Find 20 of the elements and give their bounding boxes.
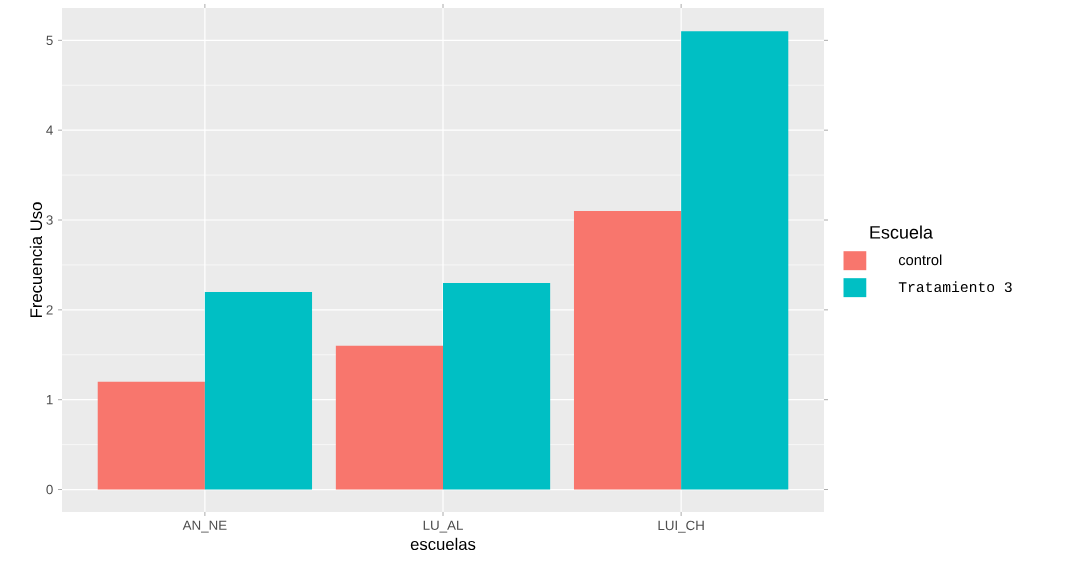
y-tick-label: 5 [46,35,53,45]
y-tick-label: 4 [46,125,53,135]
x-axis-title: escuelas [410,537,476,551]
x-tick-label: LU_AL [423,520,463,533]
y-tick-label: 0 [46,484,53,495]
bar [573,211,682,490]
x-tick-label: AN_NE [182,520,227,533]
legend-label: control [898,254,942,266]
bar [97,381,205,490]
y-tick-label: 3 [46,215,53,225]
legend-title: Escuela [870,225,933,239]
y-axis-title: Frecuencia Uso [29,202,43,317]
bar [204,291,313,490]
bar [681,31,789,490]
legend-label: Tratamiento 3 [898,281,1012,293]
bar [443,282,551,490]
x-tick-label: LUI_CH [658,520,704,533]
y-tick-label: 1 [46,395,53,405]
bar [335,345,444,490]
y-tick-label: 2 [46,305,53,315]
